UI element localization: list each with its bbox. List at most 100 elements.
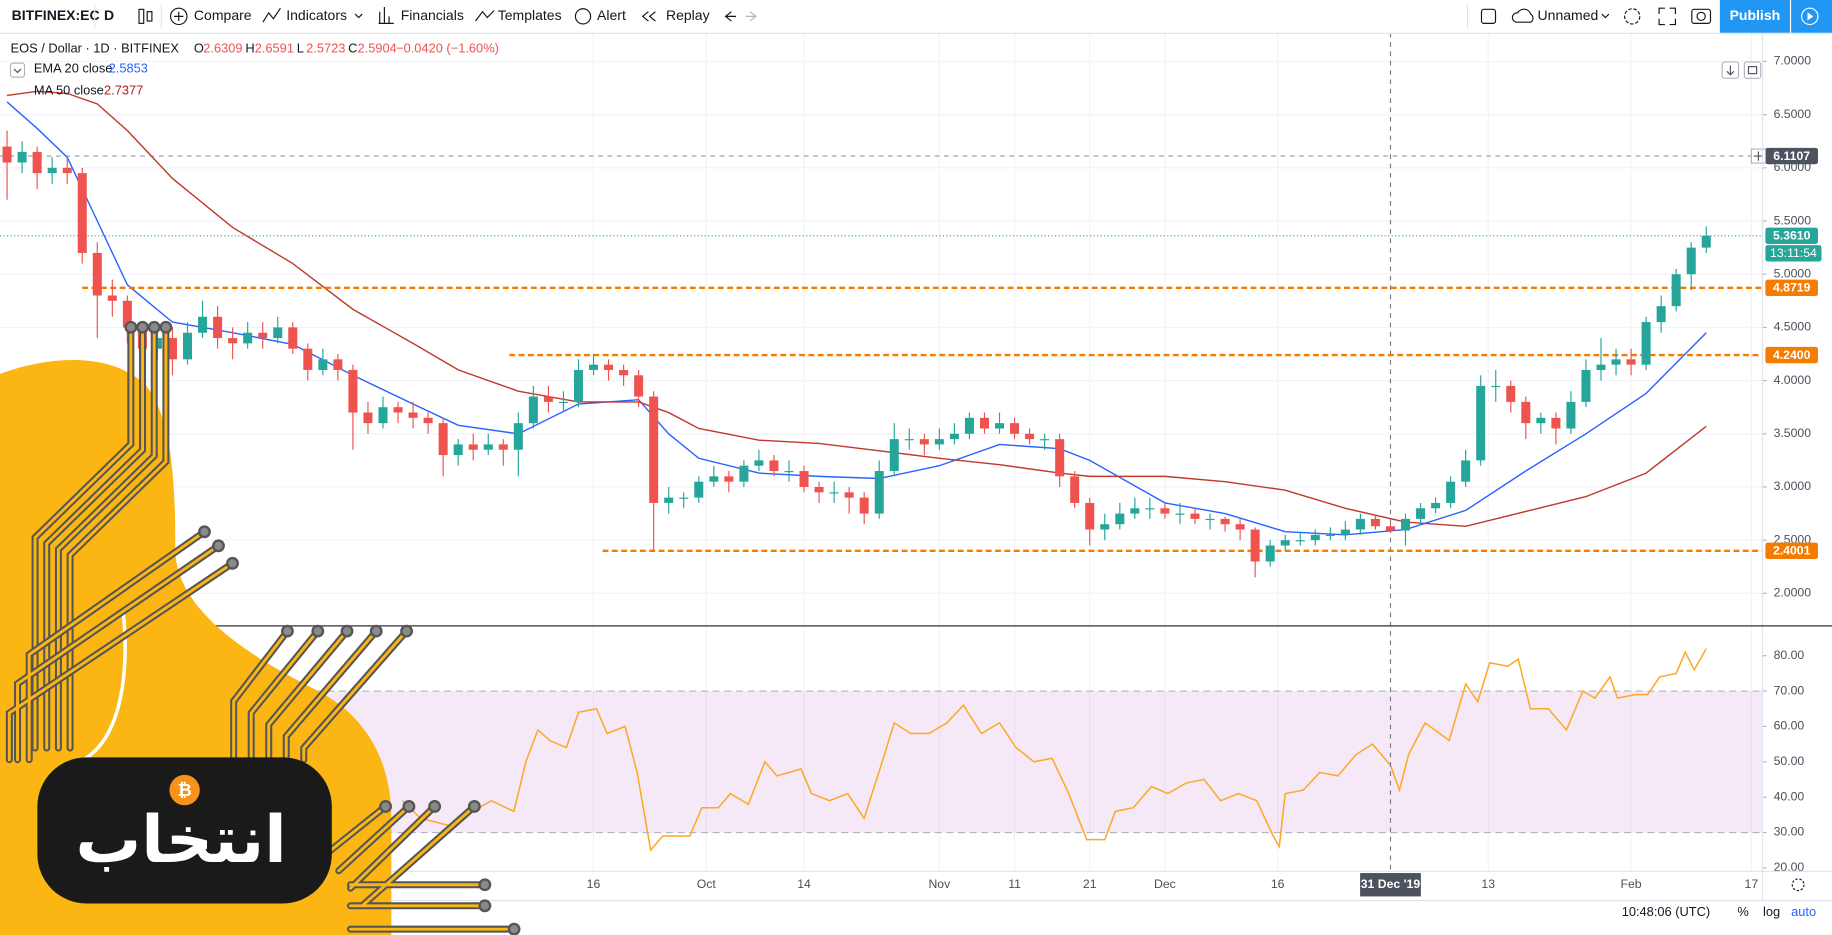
y-tick-label: 5.0000 <box>1774 266 1812 280</box>
toolbar-button[interactable]: Indicators <box>286 7 347 23</box>
candle-body <box>558 401 568 404</box>
scale-button[interactable]: auto <box>1791 904 1816 919</box>
x-tick-label: Feb <box>1621 877 1642 891</box>
candle-body <box>1160 508 1170 514</box>
maximize-icon[interactable] <box>1747 66 1758 75</box>
collapse-icon[interactable] <box>13 68 22 74</box>
caret-icon[interactable] <box>354 13 363 19</box>
compare-icon[interactable] <box>174 11 184 22</box>
collapse-button[interactable] <box>9 62 26 78</box>
settings-icon[interactable] <box>1624 8 1641 25</box>
snapshot-icon[interactable] <box>1696 11 1706 22</box>
candle-body <box>1340 529 1350 535</box>
play-icon[interactable] <box>1801 7 1819 26</box>
logo-coin-symbol: ₿ <box>177 780 191 800</box>
candle-body <box>348 369 358 413</box>
candle-body <box>1265 545 1275 562</box>
play-icon[interactable] <box>1807 12 1814 21</box>
y-tick-label: 5.5000 <box>1774 213 1812 227</box>
candle-body <box>273 327 283 339</box>
financials-icon[interactable] <box>378 7 394 24</box>
toolbar-button[interactable]: Replay <box>666 7 710 23</box>
candle-body <box>213 316 223 339</box>
y-tick-label: 2.0000 <box>1774 586 1812 600</box>
candle-body <box>1385 526 1395 531</box>
toolbar-button[interactable]: Compare <box>194 7 252 23</box>
y-tick-label: 6.5000 <box>1774 107 1812 121</box>
ohlc-value: 2.5723 <box>306 40 345 55</box>
scroll-button[interactable] <box>1721 61 1740 79</box>
candle-body <box>1130 508 1140 514</box>
chart-style-icon[interactable] <box>138 8 145 24</box>
candle-body <box>1596 364 1606 370</box>
level-label: 4.8719 <box>1773 281 1811 295</box>
candle-body <box>303 348 313 370</box>
candle-body <box>468 444 478 450</box>
add-level-icon[interactable] <box>1753 151 1764 161</box>
x-tick-label: 17 <box>1745 877 1759 891</box>
toolbar-button[interactable]: Financials <box>401 7 464 23</box>
moving-average-line <box>6 90 1707 527</box>
redo-icon[interactable] <box>745 11 757 22</box>
publish-button[interactable] <box>1719 0 1790 33</box>
axis-settings-icon[interactable] <box>1791 878 1805 892</box>
y-tick-label: 7.0000 <box>1774 54 1812 68</box>
snapshot-icon[interactable] <box>1691 8 1712 24</box>
candle-body <box>1566 401 1576 429</box>
caret-icon[interactable] <box>1601 13 1610 19</box>
candle-body <box>1010 423 1020 434</box>
candle-body <box>32 151 42 174</box>
scroll-icon[interactable] <box>1726 65 1735 76</box>
templates-icon[interactable] <box>475 10 495 22</box>
candle-body <box>1446 481 1456 503</box>
candle-body <box>1055 439 1065 477</box>
ohlc-label: H <box>245 40 254 55</box>
candle-body <box>1671 274 1681 307</box>
candle-body <box>393 407 403 413</box>
compare-icon[interactable] <box>169 7 188 26</box>
alert-icon[interactable] <box>574 8 592 25</box>
layout-name[interactable]: Unnamed <box>1538 7 1599 23</box>
toolbar-button[interactable]: Alert <box>597 7 626 23</box>
interval-button[interactable]: D <box>104 7 114 23</box>
candle-body <box>438 423 448 456</box>
symbol-search[interactable]: BITFINEX:EC <box>12 7 100 23</box>
ohlc-value: 2.5904 <box>358 40 397 55</box>
candle-body <box>1250 529 1260 562</box>
cloud-icon[interactable] <box>1511 8 1534 23</box>
scale-button[interactable]: log <box>1763 904 1780 919</box>
toolbar-button[interactable]: Templates <box>498 7 562 23</box>
candle-body <box>1220 518 1230 525</box>
undo-icon[interactable] <box>724 11 737 22</box>
chart-style-icon[interactable] <box>146 11 153 22</box>
publish-label[interactable]: Publish <box>1730 7 1781 23</box>
crosshair-price-box <box>1765 147 1818 165</box>
x-tick-label: 14 <box>797 877 811 891</box>
candle-body <box>1085 502 1095 530</box>
candle-body <box>62 167 72 174</box>
candle-body <box>1355 518 1365 530</box>
moving-average-line <box>6 101 1707 536</box>
change-value: −0.0420 (−1.60%) <box>396 40 499 55</box>
replay-icon[interactable] <box>641 11 656 22</box>
scale-button[interactable]: % <box>1737 904 1748 919</box>
ohlc-label: L <box>297 40 304 55</box>
rsi-tick-label: 50.00 <box>1774 754 1805 768</box>
candle-body <box>1070 476 1080 503</box>
ohlc-value: 2.6591 <box>255 40 294 55</box>
candle-body <box>1310 534 1320 541</box>
logo-circuit-dots <box>124 320 521 935</box>
candle-body <box>934 439 944 445</box>
candle-body <box>1686 247 1696 275</box>
fullscreen-icon[interactable] <box>1658 7 1677 26</box>
ui-layer: Publish <box>0 0 1832 902</box>
level-label-box <box>1765 346 1818 364</box>
checkbox[interactable] <box>1480 8 1497 24</box>
maximize-button[interactable] <box>1743 61 1762 79</box>
rsi-tick-label: 60.00 <box>1774 719 1805 733</box>
candle-body <box>183 332 193 360</box>
candle-body <box>679 497 689 499</box>
indicators-icon[interactable] <box>262 7 281 23</box>
candle-body <box>1506 385 1516 402</box>
crosshair-time-label: 31 Dec '19 <box>1361 877 1421 891</box>
